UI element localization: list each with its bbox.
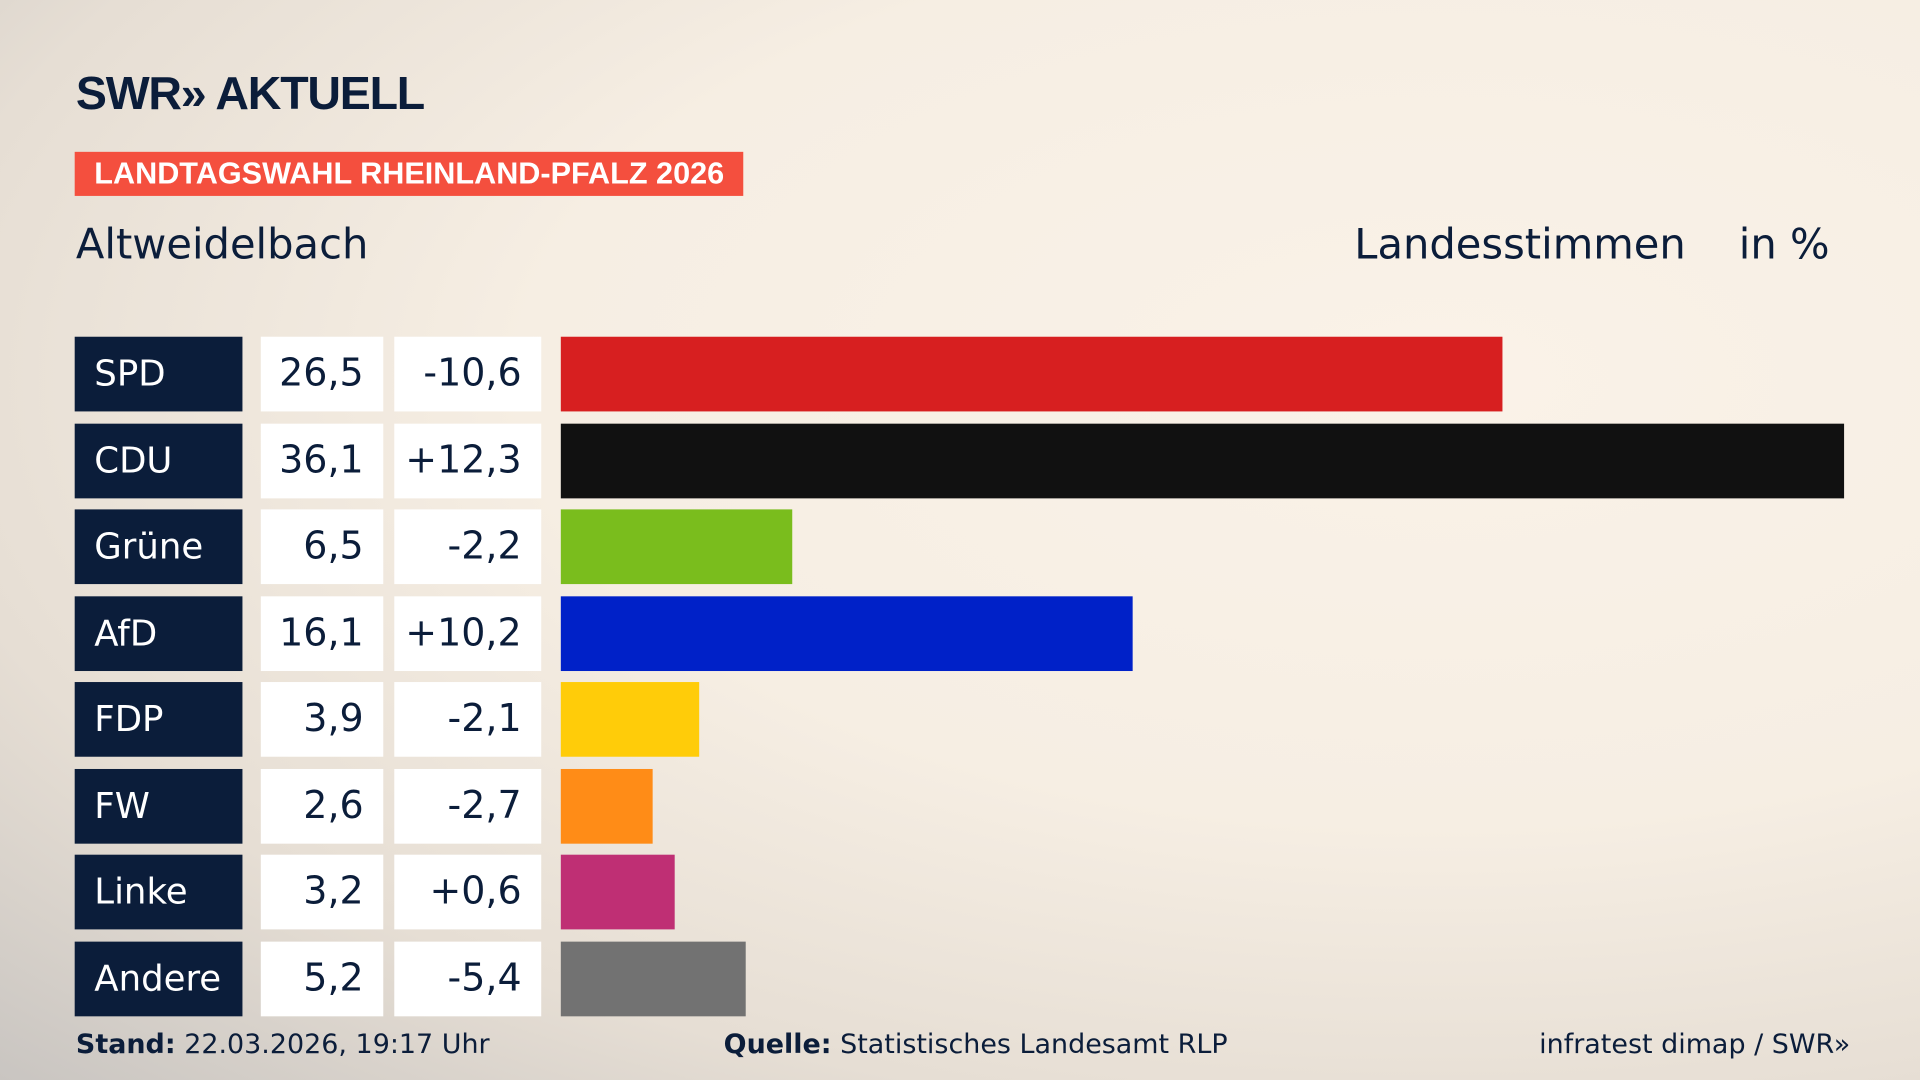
- party-value: 6,5: [260, 509, 384, 585]
- party-row: Grüne 6,5 -2,2: [0, 509, 1920, 585]
- place-title: Altweidelbach: [75, 220, 369, 270]
- party-change: -5,4: [394, 941, 542, 1016]
- party-value: 2,6: [260, 768, 384, 844]
- party-bar: [560, 423, 1845, 498]
- party-name: Andere: [74, 941, 243, 1016]
- stand-label: Stand:: [75, 1029, 176, 1061]
- party-value: 26,5: [260, 336, 384, 412]
- party-bar: [560, 941, 746, 1016]
- party-bar: [560, 768, 654, 844]
- party-change: -2,1: [394, 682, 542, 757]
- party-name: SPD: [74, 336, 243, 412]
- party-value: 16,1: [260, 595, 384, 671]
- party-row: SPD 26,5 -10,6: [0, 336, 1920, 412]
- measure-label: Landesstimmen: [1354, 220, 1686, 270]
- party-bar: [560, 854, 675, 930]
- timestamp: Stand: 22.03.2026, 19:17 Uhr: [76, 1030, 490, 1061]
- swr-aktuell-logo: SWR» AKTUELL: [75, 68, 425, 121]
- stand-value: 22.03.2026, 19:17 Uhr: [184, 1029, 490, 1061]
- party-row: CDU 36,1 +12,3: [0, 423, 1920, 498]
- party-name: FW: [74, 768, 243, 844]
- party-row: AfD 16,1 +10,2: [0, 595, 1920, 671]
- party-change: +0,6: [394, 854, 542, 930]
- party-value: 3,2: [260, 854, 384, 930]
- party-row: FW 2,6 -2,7: [0, 768, 1920, 844]
- party-change: +10,2: [394, 595, 542, 671]
- unit-label: in %: [1738, 220, 1830, 270]
- party-value: 36,1: [260, 423, 384, 498]
- credit: infratest dimap / SWR»: [1539, 1029, 1851, 1061]
- party-row: Andere 5,2 -5,4: [0, 941, 1920, 1016]
- party-change: -10,6: [394, 336, 542, 412]
- party-change: +12,3: [394, 423, 542, 498]
- party-bar: [560, 595, 1134, 671]
- election-tag: LANDTAGSWAHL RHEINLAND-PFALZ 2026: [74, 151, 744, 196]
- source-label: Quelle:: [723, 1029, 832, 1061]
- party-bar: [560, 682, 700, 757]
- party-name: AfD: [74, 595, 243, 671]
- party-bar: [560, 336, 1503, 412]
- party-value: 3,9: [260, 682, 384, 757]
- party-name: Linke: [74, 854, 243, 930]
- party-bar: [560, 509, 792, 585]
- party-name: Grüne: [74, 509, 243, 585]
- party-name: CDU: [74, 423, 243, 498]
- source-value: Statistisches Landesamt RLP: [840, 1029, 1228, 1061]
- party-name: FDP: [74, 682, 243, 757]
- party-change: -2,2: [394, 509, 542, 585]
- source: Quelle: Statistisches Landesamt RLP: [724, 1030, 1228, 1061]
- party-change: -2,7: [394, 768, 542, 844]
- party-row: FDP 3,9 -2,1: [0, 682, 1920, 757]
- party-row: Linke 3,2 +0,6: [0, 854, 1920, 930]
- party-value: 5,2: [260, 941, 384, 1016]
